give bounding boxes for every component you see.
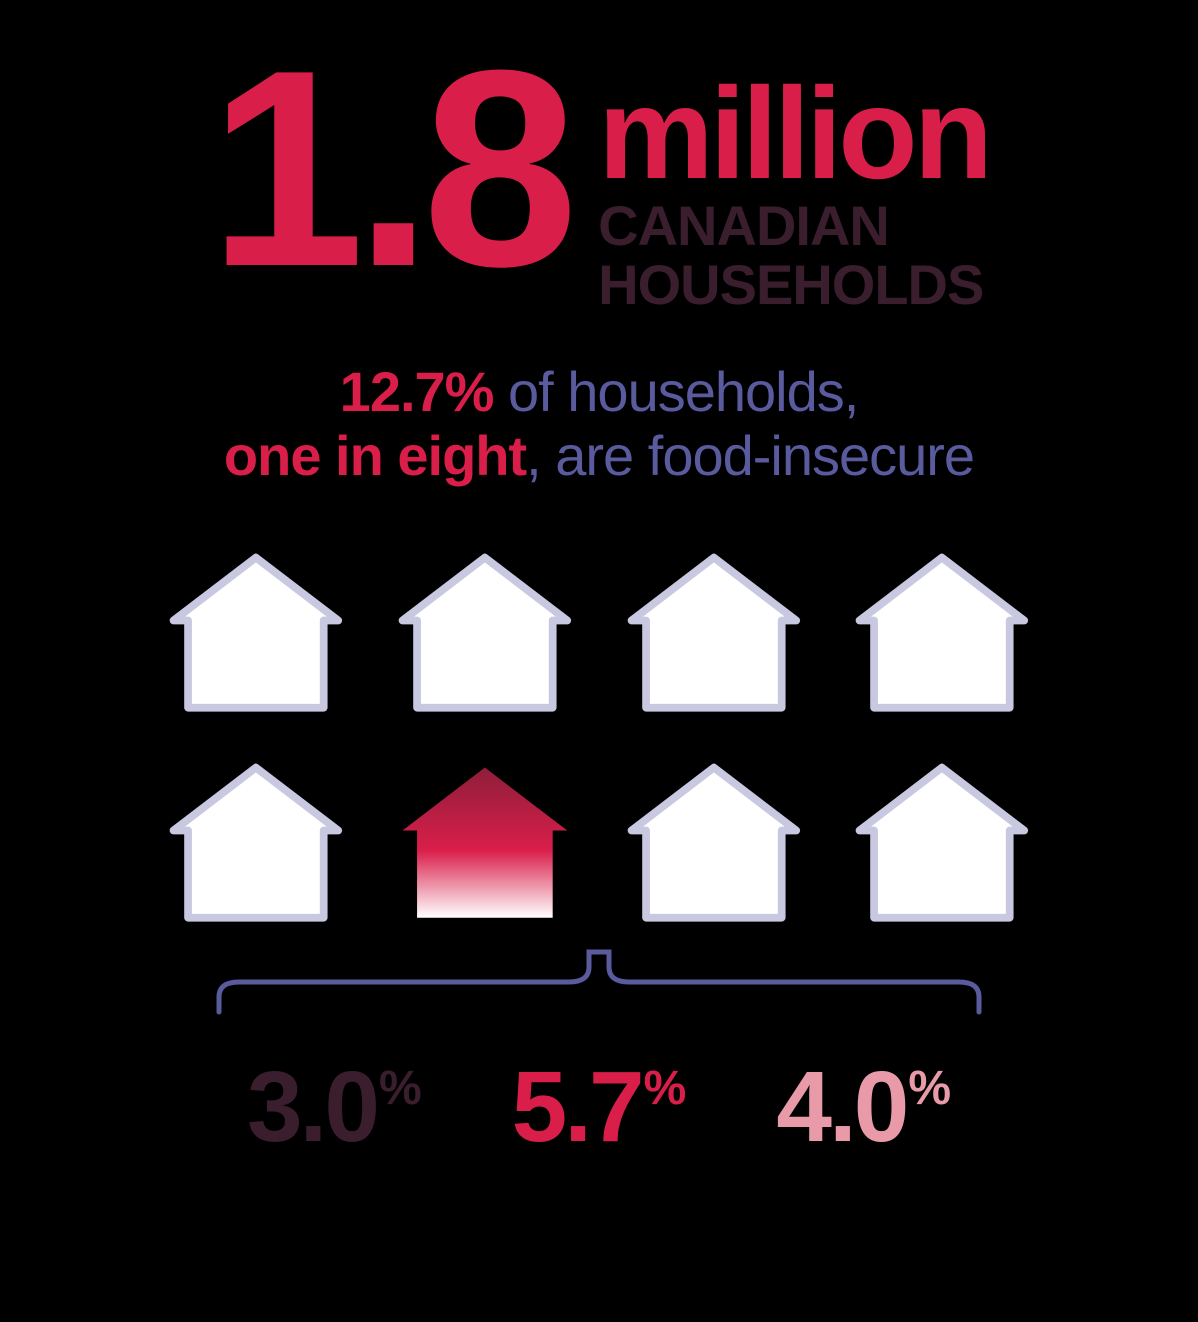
- headline-number: 1.8: [209, 50, 568, 288]
- house-icon: [845, 753, 1039, 932]
- pct-symbol: %: [379, 1065, 422, 1113]
- subtitle-ratio: one in eight: [224, 424, 526, 487]
- pct-value: 4.0: [776, 1057, 906, 1157]
- pct-symbol: %: [908, 1065, 951, 1113]
- label-line-1: CANADIAN: [598, 194, 889, 257]
- pct-symbol: %: [644, 1065, 687, 1113]
- subtitle-text-2: , are food-insecure: [526, 424, 974, 487]
- brace-container: [159, 942, 1039, 1032]
- house-icon: [617, 543, 811, 722]
- breakdown-row: 3.0%5.7%4.0%: [80, 1057, 1118, 1157]
- label-line-2: HOUSEHOLDS: [598, 253, 983, 316]
- pct-value: 3.0: [247, 1057, 377, 1157]
- subtitle-percent: 12.7%: [340, 360, 494, 423]
- house-icon: [617, 753, 811, 932]
- headline-block: 1.8 million CANADIAN HOUSEHOLDS: [80, 50, 1118, 315]
- subtitle-text: 12.7% of households, one in eight, are f…: [80, 360, 1118, 489]
- houses-grid: [159, 543, 1039, 931]
- breakdown-percent-0: 3.0%: [247, 1057, 422, 1157]
- house-icon: [845, 543, 1039, 722]
- headline-right-column: million CANADIAN HOUSEHOLDS: [598, 50, 989, 315]
- breakdown-percent-1: 5.7%: [512, 1057, 687, 1157]
- house-icon: [159, 543, 353, 722]
- subtitle-text-1: of households,: [493, 360, 858, 423]
- pct-value: 5.7: [512, 1057, 642, 1157]
- house-icon: [159, 753, 353, 932]
- house-icon: [388, 543, 582, 722]
- house-icon-highlighted: [388, 753, 582, 932]
- headline-label: CANADIAN HOUSEHOLDS: [598, 197, 989, 315]
- breakdown-percent-2: 4.0%: [776, 1057, 951, 1157]
- brace-icon: [159, 942, 1039, 1032]
- infographic-container: 1.8 million CANADIAN HOUSEHOLDS 12.7% of…: [0, 0, 1198, 1207]
- headline-unit: million: [598, 75, 989, 192]
